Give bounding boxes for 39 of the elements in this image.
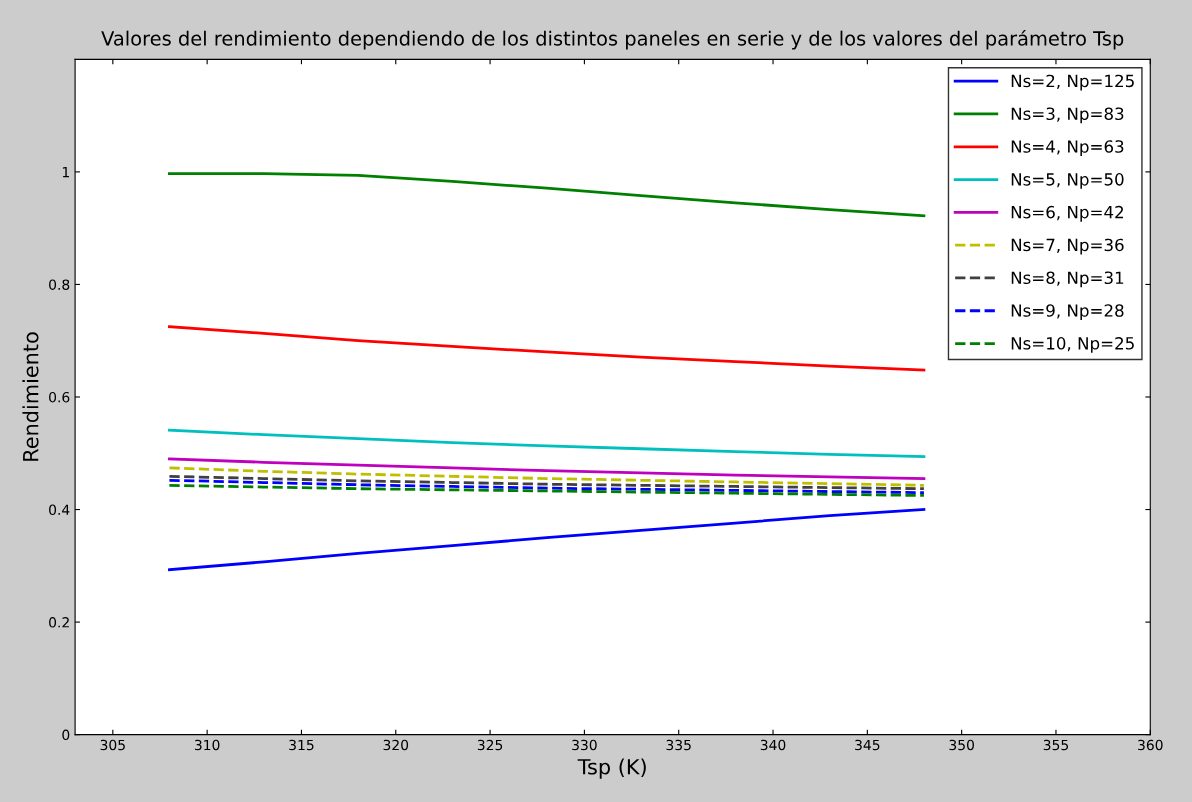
y-tick-label: 1: [62, 167, 69, 178]
x-tick-label: 355: [1043, 739, 1069, 751]
chart-title: Valores del rendimiento dependiendo de los distintos paneles en serie y de los valores del parámetro Tsp: [101, 29, 1124, 50]
y-tick-label: 0.6: [49, 391, 70, 403]
line-series: [168, 428, 926, 459]
legend-label: Ns=6, Np=42: [1011, 205, 1123, 222]
x-tick-label: 320: [383, 739, 409, 751]
line-series: [168, 172, 926, 218]
line-series: [168, 325, 926, 372]
y-tick-label: 0.8: [49, 279, 70, 290]
legend-label: Ns=10, Np=25: [1011, 337, 1134, 353]
line-series: [168, 478, 926, 495]
line-series: [168, 508, 926, 572]
x-tick-label: 360: [1138, 739, 1163, 751]
x-tick-label: 305: [100, 739, 125, 751]
y-tick-label: 0.4: [49, 504, 70, 516]
legend-label: Ns=7, Np=36: [1011, 238, 1124, 255]
legend-label: Ns=4, Np=63: [1011, 140, 1124, 157]
line-series: [168, 474, 926, 491]
legend-label: Ns=9, Np=28: [1011, 304, 1124, 321]
legend-label: Ns=2, Np=125: [1011, 74, 1134, 91]
line-series: [168, 483, 926, 497]
y-axis-title: Rendimiento: [22, 332, 39, 461]
legend-label: Ns=8, Np=31: [1011, 271, 1124, 288]
x-axis-title: Tsp (K): [577, 758, 646, 779]
x-tick-label: 345: [855, 739, 880, 751]
legend-label: Ns=5, Np=50: [1011, 173, 1124, 189]
line-series: [168, 466, 926, 487]
x-tick-label: 350: [949, 739, 974, 751]
y-tick-label: 0.2: [49, 617, 69, 628]
x-tick-label: 340: [760, 739, 786, 751]
x-tick-label: 330: [572, 739, 597, 751]
x-tick-label: 315: [289, 739, 314, 751]
x-tick-label: 310: [194, 739, 220, 751]
x-tick-label: 325: [477, 739, 503, 751]
x-tick-label: 335: [666, 739, 691, 751]
y-tick-label: 0: [62, 729, 70, 741]
legend-label: Ns=3, Np=83: [1011, 107, 1124, 124]
line-series: [168, 457, 926, 480]
